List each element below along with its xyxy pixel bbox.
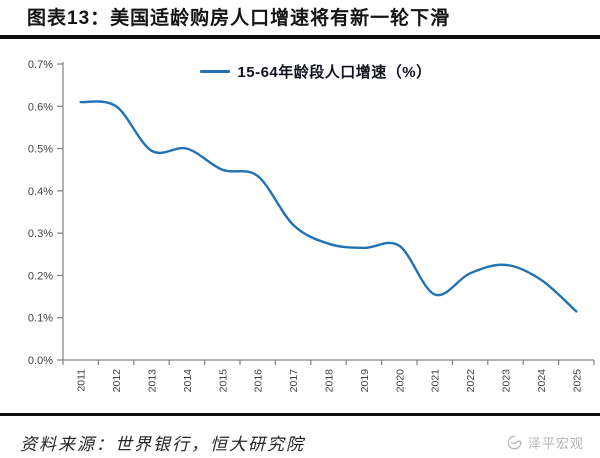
page-title: 图表13：美国适龄购房人口增速将有新一轮下滑	[27, 8, 451, 29]
x-tick-label: 2011	[76, 369, 88, 392]
x-tick-label: 2015	[217, 369, 229, 393]
y-tick-label: 0.3%	[28, 228, 53, 240]
y-tick-label: 0.5%	[28, 144, 53, 156]
x-tick-label: 2013	[147, 369, 159, 393]
x-tick-label: 2016	[253, 369, 265, 393]
x-tick-label: 2017	[288, 369, 300, 393]
legend-label: 15-64年龄段人口增速（%）	[237, 64, 432, 81]
chart-header: 图表13：美国适龄购房人口增速将有新一轮下滑	[0, 0, 600, 39]
y-tick-label: 0.6%	[28, 101, 53, 113]
y-tick-label: 0.2%	[28, 270, 53, 282]
source-note: 资料来源：世界银行，恒大研究院	[20, 434, 305, 454]
x-tick-label: 2019	[359, 369, 371, 393]
legend-line-swatch	[200, 70, 231, 73]
y-tick-label: 0.4%	[28, 186, 53, 198]
x-tick-label: 2024	[536, 369, 548, 393]
x-tick-label: 2014	[182, 369, 194, 393]
zeping-logo-icon	[507, 435, 522, 449]
x-tick-label: 2023	[501, 369, 513, 393]
x-tick-label: 2025	[571, 369, 583, 393]
x-tick-label: 2021	[430, 369, 442, 393]
x-tick-label: 2018	[324, 369, 336, 393]
x-tick-label: 2022	[465, 369, 477, 393]
line-chart: 0.0% 0.1% 0.2% 0.3% 0.4% 0.5% 0.6% 0.7% 2011 2012…	[28, 59, 595, 393]
x-tick-label: 2012	[111, 369, 123, 393]
watermark: 泽平宏观	[506, 433, 584, 452]
chart-legend: 15-64年龄段人口增速（%）	[16, 61, 600, 82]
y-tick-label: 0.0%	[28, 355, 53, 367]
series-line-population-growth	[79, 100, 578, 313]
watermark-text: 泽平宏观	[527, 435, 584, 451]
y-tick-label: 0.1%	[28, 313, 53, 325]
chart-footer: 资料来源：世界银行，恒大研究院 泽平宏观	[0, 413, 600, 458]
x-tick-label: 2020	[394, 369, 406, 393]
y-tick-label: 0.7%	[28, 59, 53, 71]
chart-area: 15-64年龄段人口增速（%） 0.0% 0.1% 0.2% 0.3% 0.4% 0.5%…	[0, 39, 600, 413]
